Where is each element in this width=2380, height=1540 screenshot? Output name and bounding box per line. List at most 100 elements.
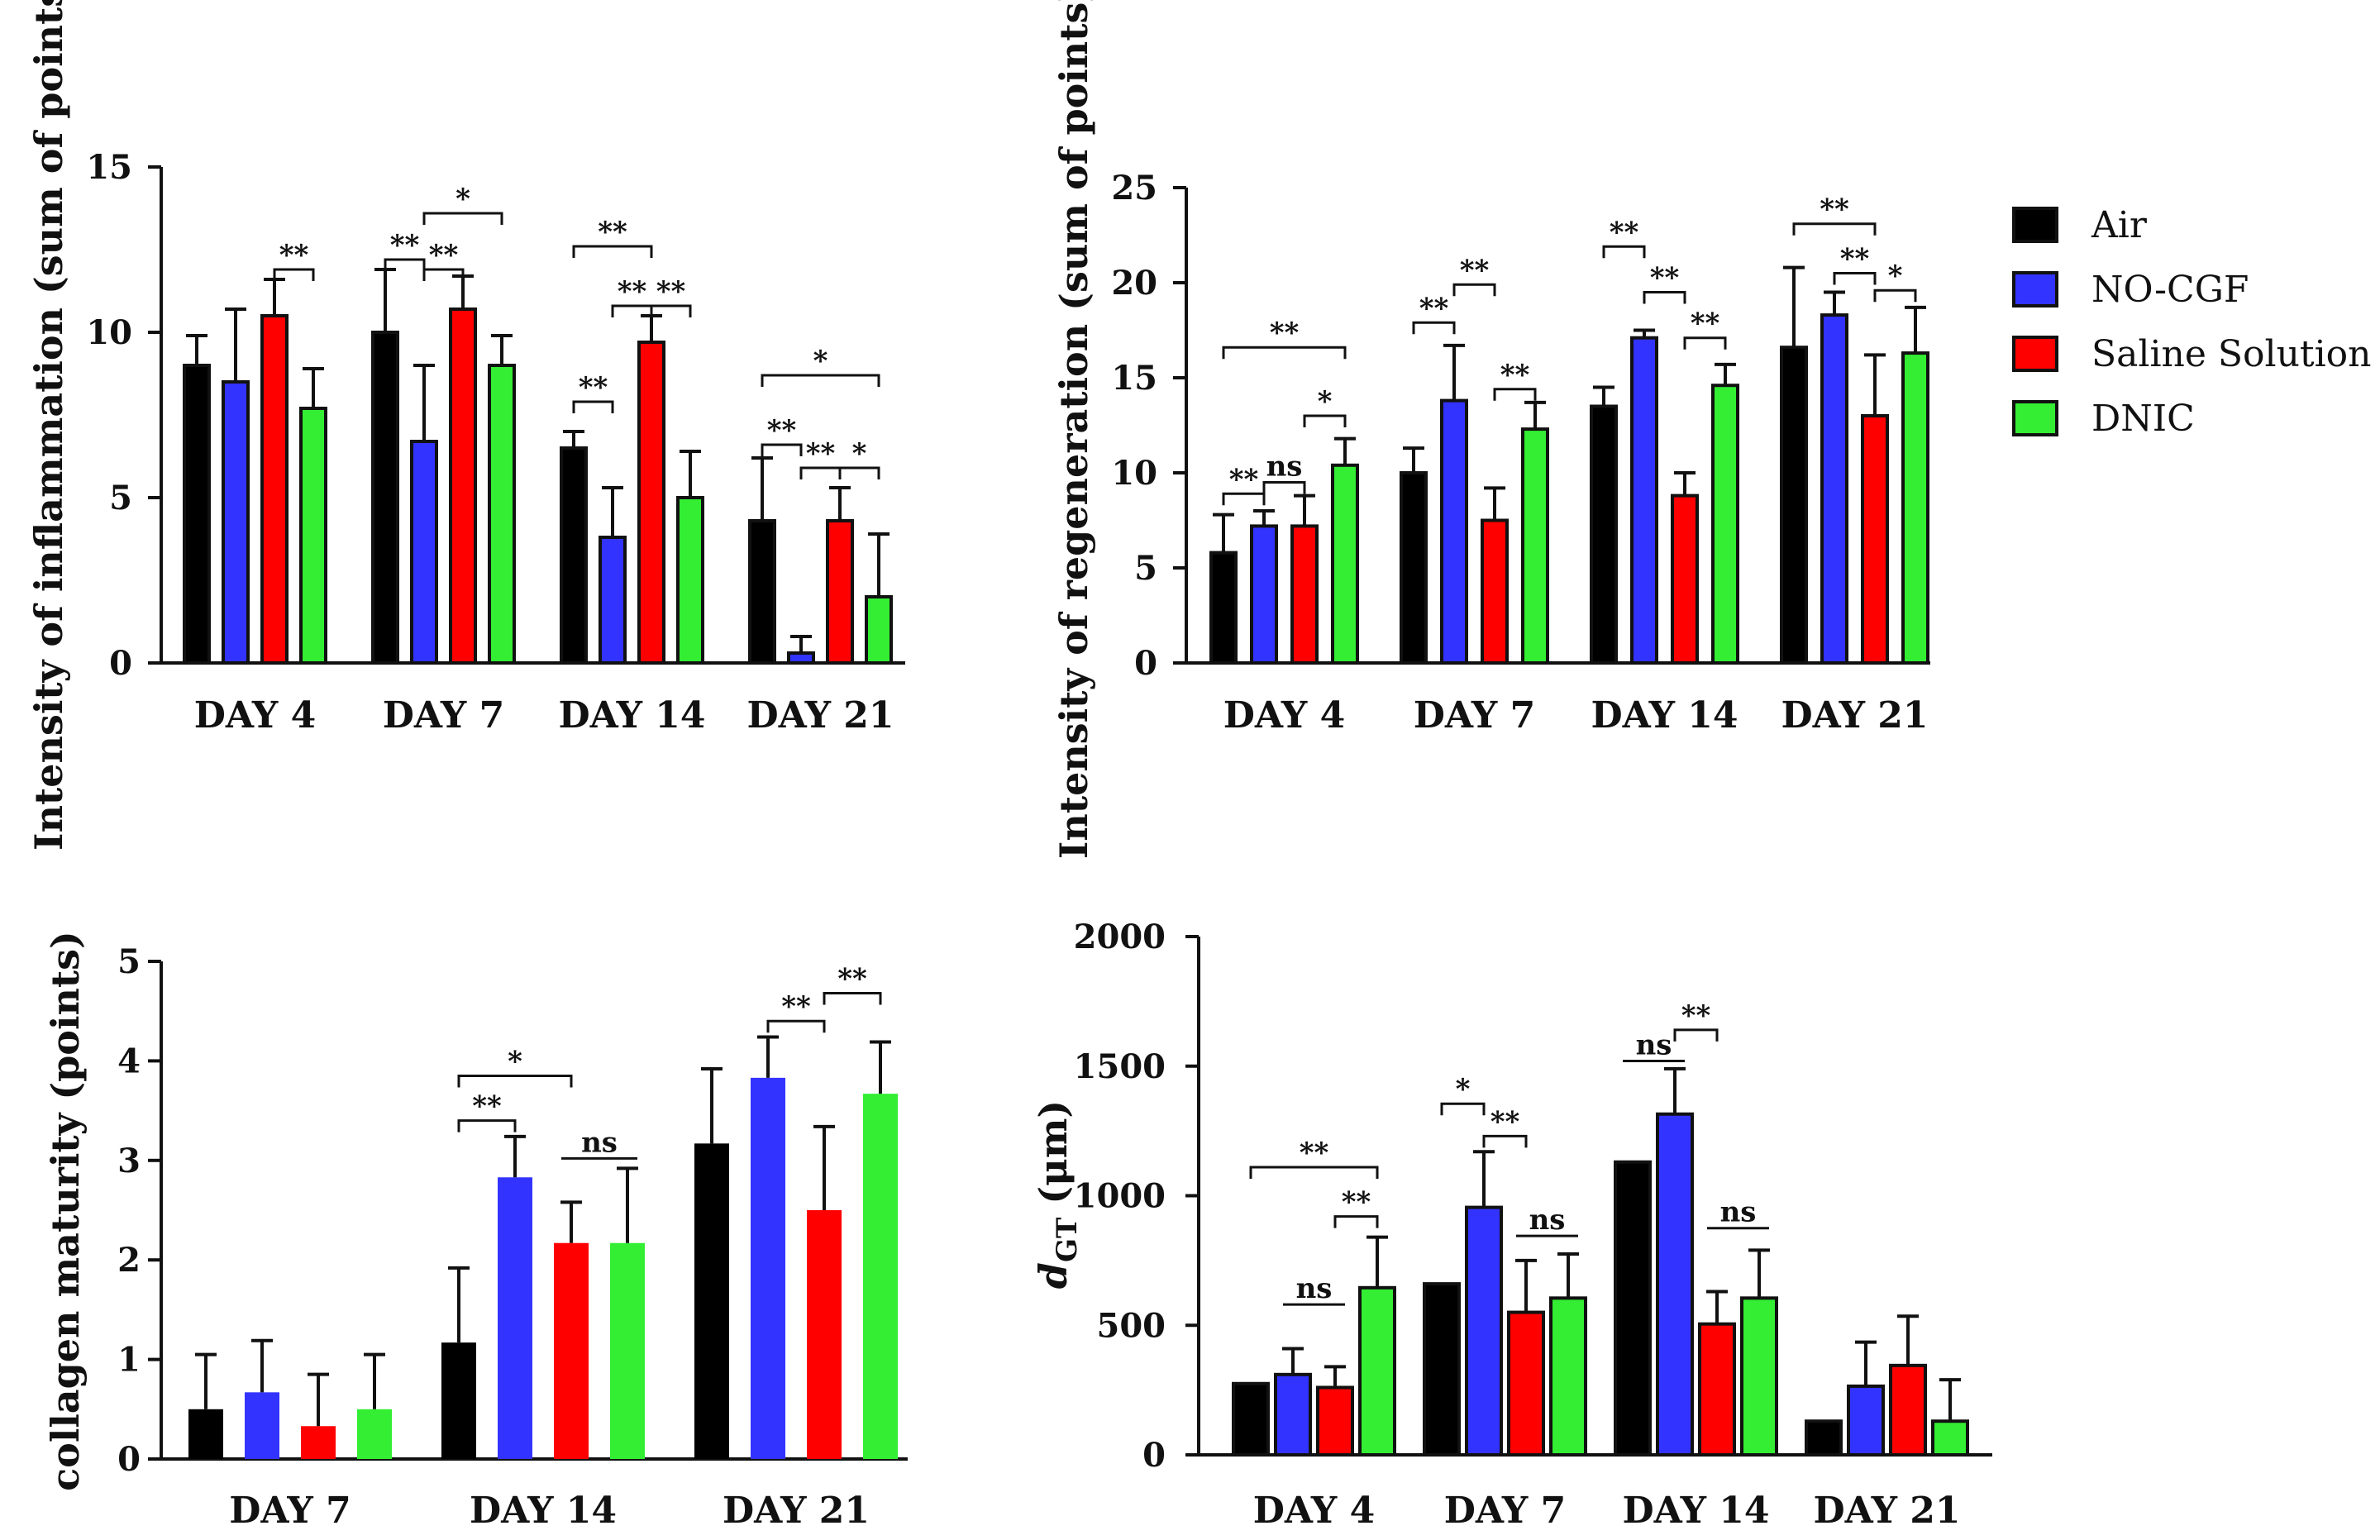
significance-label: ** [1681, 999, 1711, 1032]
bar-no-cgf-day-14 [1656, 1112, 1694, 1457]
significance-bracket [1873, 288, 1917, 303]
significance-label: ns [1529, 1204, 1566, 1237]
x-category-label: DAY 14 [558, 694, 705, 737]
collagen-maturity-chart: 0 1 2 3 4 5 collagen maturity (points) DAY 7 DAY… [43, 931, 908, 1532]
significance-bracket [761, 443, 803, 456]
bar-air-day-21 [1805, 1419, 1843, 1457]
legend-swatch-no-cgf [2012, 271, 2058, 308]
significance-bracket [572, 400, 614, 413]
significance-bracket [650, 304, 692, 317]
bar-saline-day-14 [637, 341, 665, 665]
bar-no-cgf-day-21 [751, 1077, 785, 1459]
y-tick-label: 10 [86, 313, 132, 352]
significance-label: ** [837, 963, 867, 996]
bar-saline-day-7 [301, 1426, 336, 1459]
significance-label: ** [781, 990, 811, 1023]
bar-dnic-day-4 [1331, 463, 1359, 665]
significance-label: ** [429, 239, 459, 272]
significance-bracket [1602, 245, 1646, 259]
legend-label-dnic: DNIC [2091, 398, 2195, 440]
bar-saline-day-14 [1671, 493, 1699, 665]
significance-bracket [422, 268, 465, 281]
y-tick-label: 5 [117, 942, 141, 981]
bar-air-day-21 [748, 519, 776, 665]
significance-label: ** [390, 229, 420, 262]
bar-dnic-day-7 [488, 364, 516, 665]
y-tick-label: 5 [1134, 549, 1157, 588]
significance-bracket [457, 1119, 517, 1132]
x-category-label: DAY 7 [383, 694, 504, 737]
x-category-label: DAY 7 [229, 1490, 351, 1532]
significance-bracket [1792, 222, 1877, 236]
bar-saline-day-4 [1290, 524, 1319, 665]
bar-dnic-day-21 [865, 595, 893, 665]
y-tick-label: 25 [1111, 169, 1157, 207]
significance-label: ** [806, 437, 836, 470]
significance-bracket [1262, 481, 1306, 494]
significance-bracket [1222, 346, 1347, 360]
significance-label: ** [1342, 1186, 1371, 1219]
significance-label: ** [618, 275, 647, 308]
bar-saline-day-21 [1889, 1363, 1927, 1457]
bar-no-cgf-day-21 [1847, 1384, 1885, 1457]
bar-air-day-14 [1590, 404, 1618, 665]
bar-saline-day-7 [1481, 518, 1509, 665]
regeneration-chart: 0 5 10 15 20 25 Intensity of regeneration (sum… [1052, 0, 1930, 859]
y-tick-label: 15 [1111, 359, 1157, 398]
significance-label: ** [1820, 193, 1849, 226]
bar-air-day-4 [1209, 551, 1238, 665]
x-category-label: DAY 7 [1444, 1490, 1566, 1532]
x-category-label: DAY 21 [1781, 694, 1928, 737]
bar-dnic-day-21 [1931, 1419, 1969, 1457]
significance-bracket [1683, 336, 1727, 350]
y-tick-label: 0 [109, 644, 132, 683]
bar-saline-day-4 [260, 314, 289, 665]
x-category-label: DAY 4 [194, 694, 316, 737]
bar-air-day-14 [1614, 1160, 1652, 1457]
significance-bracket [1643, 291, 1686, 304]
bar-no-cgf-day-4 [1274, 1372, 1312, 1457]
x-category-label: DAY 21 [746, 694, 894, 737]
significance-bracket [1833, 272, 1877, 285]
bar-no-cgf-day-4 [1250, 524, 1278, 665]
bar-no-cgf-day-14 [1630, 336, 1658, 665]
legend-label-air: Air [2091, 204, 2148, 246]
bar-air-day-7 [188, 1409, 223, 1459]
bar-saline-day-21 [807, 1210, 842, 1459]
bar-no-cgf-day-7 [1440, 398, 1468, 665]
significance-bracket [823, 992, 882, 1005]
bar-saline-day-14 [554, 1242, 589, 1459]
bar-air-day-7 [1400, 471, 1428, 665]
bar-saline-day-21 [826, 519, 854, 665]
significance-bracket [1452, 283, 1496, 297]
bar-air-day-14 [560, 446, 588, 665]
significance-label: ** [1490, 1105, 1520, 1138]
significance-bracket [1673, 1028, 1719, 1042]
significance-bracket [457, 1074, 573, 1088]
significance-label: * [1888, 260, 1903, 293]
significance-label: ** [1270, 317, 1300, 350]
bar-dnic-day-14 [610, 1242, 645, 1459]
y-tick-label: 1500 [1074, 1047, 1166, 1086]
significance-label: ** [1500, 359, 1530, 392]
bar-saline-day-7 [1507, 1310, 1545, 1457]
bar-no-cgf-day-14 [599, 536, 627, 665]
significance-bracket [273, 268, 315, 281]
significance-bracket [1222, 492, 1266, 506]
significance-bracket [1333, 1215, 1379, 1228]
significance-label: ns [1720, 1196, 1757, 1229]
x-category-label: DAY 14 [470, 1490, 617, 1532]
significance-label: ** [1610, 216, 1639, 249]
significance-bracket [1249, 1166, 1379, 1180]
x-category-label: DAY 21 [1813, 1490, 1960, 1532]
significance-label: ns [1296, 1272, 1333, 1305]
significance-label: * [455, 183, 470, 216]
significance-label: ** [579, 371, 608, 404]
y-tick-label: 20 [1111, 264, 1157, 303]
y-tick-label: 2 [117, 1241, 141, 1280]
legend-swatch-air [2012, 207, 2058, 243]
x-category-label: DAY 21 [723, 1490, 870, 1532]
bar-no-cgf-day-21 [787, 651, 815, 665]
bar-dnic-day-14 [1711, 384, 1739, 665]
y-tick-label: 15 [86, 148, 132, 187]
